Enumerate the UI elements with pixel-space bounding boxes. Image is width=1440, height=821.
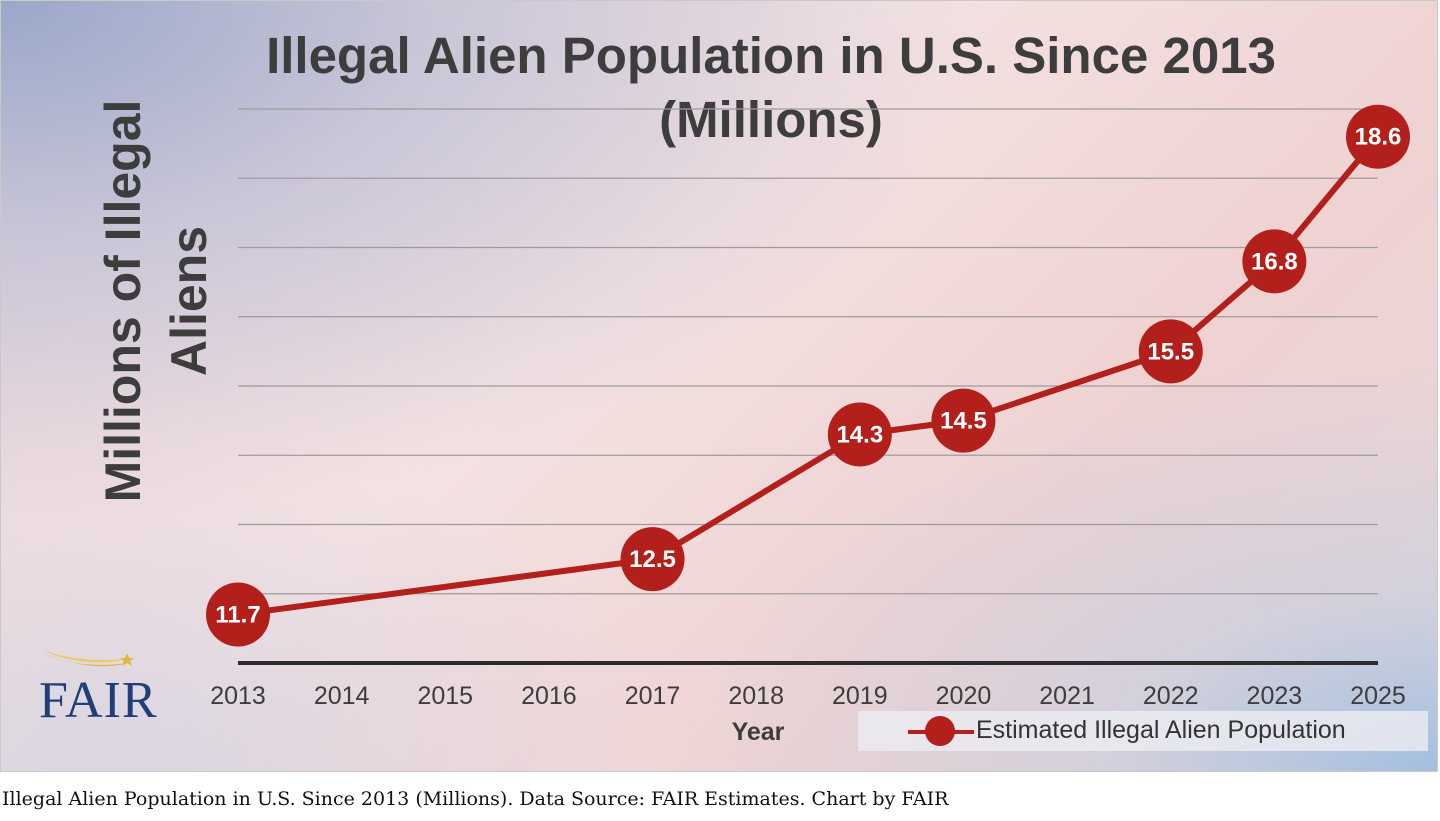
fair-logo-text: FAIR [39, 672, 158, 729]
star-swoosh-icon [41, 649, 134, 667]
data-label: 15.5 [1147, 338, 1194, 365]
chart-subtitle: (Millions) [659, 91, 883, 148]
series-estimated-population: 11.7 12.5 14.3 14.5 15.5 16.8 18.6 [206, 104, 1410, 647]
y-axis-label: Millions of Illegal Aliens [95, 99, 217, 503]
x-axis-label: Year [732, 718, 785, 746]
data-point [827, 402, 892, 467]
data-label: 14.3 [836, 421, 883, 448]
chart-title: Illegal Alien Population in U.S. Since 2… [266, 27, 1276, 84]
x-tick-label: 2018 [728, 682, 784, 710]
data-point [1138, 319, 1203, 384]
series-line [237, 134, 1381, 618]
legend-marker-swatch [925, 716, 955, 746]
x-tick-label: 2025 [1350, 682, 1406, 710]
chart-figure: Illegal Alien Population in U.S. Since 2… [0, 0, 1438, 772]
data-label: 18.6 [1355, 124, 1402, 151]
x-tick-label: 2022 [1143, 682, 1199, 710]
data-point [620, 527, 685, 592]
x-tick-label: 2019 [832, 682, 888, 710]
x-tick-label: 2023 [1247, 682, 1303, 710]
figure-caption: Illegal Alien Population in U.S. Since 2… [2, 788, 949, 810]
x-tick-label: 2017 [625, 682, 681, 710]
grid-lines [238, 108, 1378, 595]
x-tick-label: 2014 [314, 682, 370, 710]
data-label: 14.5 [940, 408, 987, 435]
data-label: 11.7 [215, 602, 260, 629]
data-point [206, 582, 270, 647]
line-chart: Illegal Alien Population in U.S. Since 2… [95, 27, 1410, 746]
data-point [1242, 229, 1307, 294]
data-label: 16.8 [1251, 248, 1298, 275]
x-tick-label: 2015 [417, 682, 473, 710]
legend: Estimated Illegal Alien Population [858, 711, 1428, 751]
data-point [931, 388, 996, 453]
fair-logo: FAIR [37, 645, 187, 729]
x-tick-label: 2013 [210, 682, 266, 710]
data-point [1346, 104, 1410, 169]
data-label: 12.5 [629, 546, 676, 573]
x-tick-label: 2016 [521, 682, 577, 710]
legend-label: Estimated Illegal Alien Population [976, 716, 1346, 744]
x-tick-label: 2020 [936, 682, 992, 710]
x-tick-labels: 2013 2014 2015 2016 2017 2018 2019 2020 2021 2022… [210, 682, 1406, 710]
x-tick-label: 2021 [1039, 682, 1095, 710]
